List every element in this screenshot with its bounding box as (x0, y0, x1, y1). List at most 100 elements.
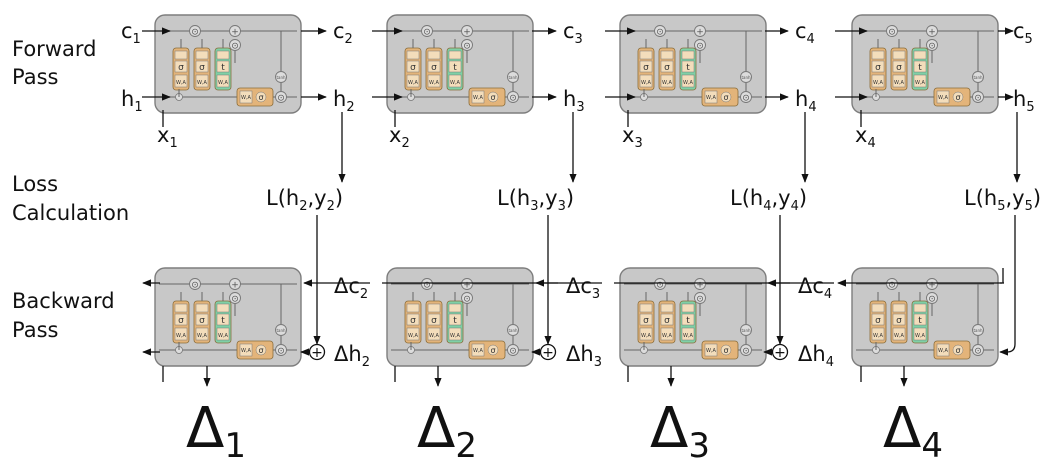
gate-bias (448, 50, 462, 60)
weights-label: W,A (176, 333, 187, 339)
operator-symbol: + (463, 28, 471, 38)
gate-bias (892, 303, 906, 313)
grad-dh4: Δh4 (798, 342, 834, 370)
sigma-label: σ (199, 316, 205, 326)
gate-weights (871, 327, 885, 341)
gate-weights (660, 327, 674, 341)
tanh-label: t (686, 63, 690, 73)
state-c2: c2 (333, 19, 353, 47)
weights-label: W,A (894, 333, 905, 339)
tanh-label: t (918, 63, 922, 73)
operator-symbol: ⊙ (231, 42, 239, 52)
operator-symbol: ⊙ (277, 94, 285, 104)
weights-label: W,A (176, 80, 187, 86)
operator-symbol: ⊙ (463, 42, 471, 52)
weights-label: W,A (915, 80, 926, 86)
gate-bias (195, 303, 209, 313)
gate-activation (913, 60, 927, 73)
weight-grad-2: Δ2 (417, 396, 477, 460)
weight-grad-3: Δ3 (650, 396, 710, 460)
backward-lstm-cell-4: σ W,A σ W,A t W,A ⊙ + ⊙ tanh ⊙ W,A σ (851, 267, 999, 367)
output-gate-weights (239, 90, 253, 104)
gate-activation (639, 313, 653, 326)
operator-symbol: ⊙ (277, 347, 285, 357)
tanh-node (740, 71, 752, 83)
sigma-label: σ (896, 316, 902, 326)
operator-symbol: ⊙ (888, 281, 896, 291)
sigma-label: σ (431, 316, 437, 326)
operator-symbol: ⊙ (696, 295, 704, 305)
gate-weights (681, 74, 695, 88)
grad-dc4: Δc4 (798, 274, 832, 302)
gate-weights (660, 74, 674, 88)
grad-dc3: Δc3 (566, 274, 600, 302)
gate-weights (427, 74, 441, 88)
gate-activation (448, 313, 462, 326)
sigma-label: σ (643, 316, 649, 326)
weights-label: W,A (429, 333, 440, 339)
operator-node (189, 278, 201, 290)
tanh-node (507, 71, 519, 83)
weights-label: W,A (683, 80, 694, 86)
gate-activation (195, 60, 209, 73)
state-h2: h2 (333, 87, 355, 115)
sigma-label: σ (410, 63, 416, 73)
output-mult-node (507, 91, 519, 103)
tanh-node (740, 324, 752, 336)
output-gate-sigma (255, 344, 267, 356)
loss-4: L(h4,y4) (730, 186, 807, 214)
gate-bias (427, 50, 441, 60)
backward-cells: σ W,A σ W,A t W,A ⊙ + ⊙ tanh ⊙ W,A σ σ W,A σ W,A t W,A ⊙ + ⊙ t… (154, 267, 999, 367)
output-gate-sigma (487, 344, 499, 356)
gate-weights (871, 74, 885, 88)
tanh-label: tanh (973, 328, 983, 333)
weights-label: W,A (241, 95, 252, 101)
forward-label-line1: Forward (12, 37, 96, 61)
forward-lstm-cell-3: σ W,A σ W,A t W,A ⊙ + ⊙ tanh ⊙ W,A σ (619, 14, 767, 114)
tanh-label: tanh (973, 75, 983, 80)
operator-node (694, 39, 706, 51)
gate-bias (639, 303, 653, 313)
output-gate-weights (704, 90, 718, 104)
weights-label: W,A (706, 95, 717, 101)
gate-bias (681, 50, 695, 60)
output-gate-sigma (720, 344, 732, 356)
sigma-label: σ (955, 93, 960, 102)
operator-symbol: ⊙ (742, 347, 750, 357)
operator-symbol: + (928, 28, 936, 38)
weights-label: W,A (241, 348, 252, 354)
tanh-node (507, 324, 519, 336)
operator-node (926, 278, 938, 290)
gate-activation (660, 313, 674, 326)
operator-symbol: ⊙ (423, 28, 431, 38)
backward-lstm-cell-1: σ W,A σ W,A t W,A ⊙ + ⊙ tanh ⊙ W,A σ (154, 267, 302, 367)
backward-label-line2: Pass (12, 318, 58, 342)
add-symbol: + (311, 345, 323, 361)
weights-label: W,A (873, 333, 884, 339)
gate-bias (871, 303, 885, 313)
weights-label: W,A (408, 80, 419, 86)
tanh-node (275, 324, 287, 336)
tanh-label: t (221, 63, 225, 73)
gate-activation (681, 313, 695, 326)
tanh-label: tanh (741, 75, 751, 80)
gate-bias (660, 50, 674, 60)
gate-activation (195, 313, 209, 326)
loss-label-line1: Loss (12, 172, 58, 196)
connectors: + + + (142, 27, 1021, 387)
output-gate-sigma (952, 344, 964, 356)
gate-activation (913, 313, 927, 326)
add-symbol: + (542, 345, 554, 361)
weights-label: W,A (683, 333, 694, 339)
gate-bias (195, 50, 209, 60)
sigma-label: σ (875, 63, 881, 73)
sigma-label: σ (258, 346, 263, 355)
operator-symbol: ⊙ (509, 94, 517, 104)
state-h1: h1 (121, 87, 143, 115)
output-mult-node (972, 91, 984, 103)
operator-node (886, 25, 898, 37)
sigma-label: σ (258, 93, 263, 102)
backward-lstm-cell-3: σ W,A σ W,A t W,A ⊙ + ⊙ tanh ⊙ W,A σ (619, 267, 767, 367)
gate-activation (681, 60, 695, 73)
gate-weights (913, 74, 927, 88)
